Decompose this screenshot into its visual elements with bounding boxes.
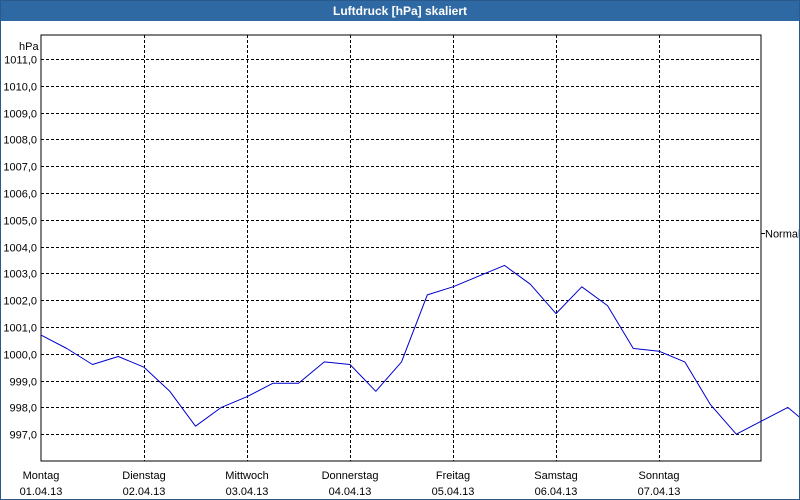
y-axis-unit-label: hPa (19, 41, 39, 53)
y-tick-label: 1000,0 (3, 350, 37, 362)
y-tick-label: 1010,0 (3, 82, 37, 94)
y-tick-label: 1009,0 (3, 109, 37, 121)
y-tick-label: 1005,0 (3, 216, 37, 228)
x-tick-day-label: Mittwoch (225, 470, 268, 482)
pressure-series-line (40, 264, 799, 435)
y-tick-label: 999,0 (9, 377, 37, 389)
y-tick-label: 1008,0 (3, 135, 37, 147)
y-tick-label: 1011,0 (4, 55, 37, 67)
normal-label: Normal (765, 229, 799, 241)
x-tick-day-label: Dienstag (122, 470, 165, 482)
x-tick-date-label: 01.04.13 (20, 486, 63, 498)
y-tick-label: 1003,0 (3, 269, 37, 281)
y-tick-label: 1006,0 (3, 189, 37, 201)
y-tick-label: 998,0 (9, 403, 37, 415)
x-tick-date-label: 04.04.13 (329, 486, 372, 498)
y-tick-label: 1002,0 (3, 296, 37, 308)
y-tick-label: 1001,0 (3, 323, 37, 335)
chart-title: Luftdruck [hPa] skaliert (1, 1, 799, 21)
x-tick-date-label: 06.04.13 (535, 486, 578, 498)
x-tick-date-label: 05.04.13 (432, 486, 475, 498)
x-tick-day-label: Samstag (534, 470, 577, 482)
x-tick-date-label: 02.04.13 (123, 486, 166, 498)
y-tick-label: 997,0 (9, 430, 37, 442)
y-tick-label: 1004,0 (3, 243, 37, 255)
x-tick-date-label: 07.04.13 (638, 486, 681, 498)
x-tick-day-label: Montag (23, 470, 60, 482)
x-tick-day-label: Donnerstag (322, 470, 379, 482)
x-tick-day-label: Freitag (436, 470, 470, 482)
x-tick-date-label: 03.04.13 (226, 486, 269, 498)
y-tick-label: 1007,0 (3, 162, 37, 174)
x-tick-day-label: Sonntag (639, 470, 680, 482)
